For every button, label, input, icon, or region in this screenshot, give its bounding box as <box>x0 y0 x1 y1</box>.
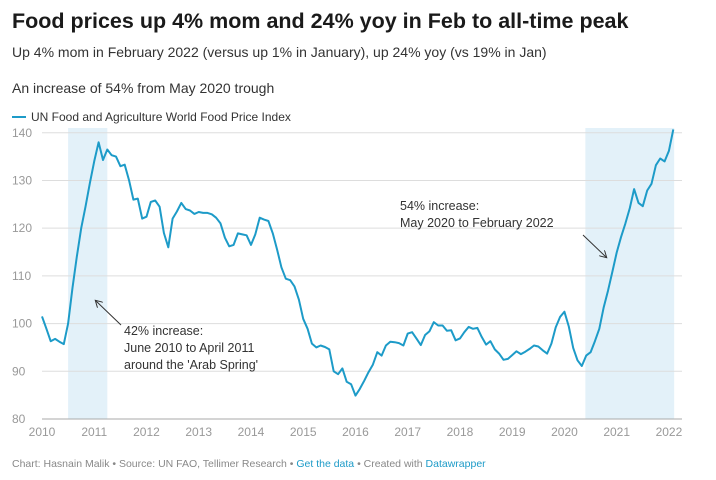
annotations: 42% increase: June 2010 to April 2011 arou… <box>96 199 606 372</box>
annotation-arrow <box>582 234 606 257</box>
legend-line-swatch <box>12 116 26 118</box>
annotation-text: 42% increase: <box>124 324 203 338</box>
chart-legend: UN Food and Agriculture World Food Price… <box>12 110 291 124</box>
annotation-text: June 2010 to April 2011 <box>124 341 254 355</box>
x-tick-label: 2016 <box>342 425 369 439</box>
x-tick-label: 2017 <box>394 425 421 439</box>
footer-chart-by: Chart: Hasnain Malik <box>12 458 110 470</box>
shaded-period <box>585 128 675 419</box>
footer-separator: • <box>109 458 119 470</box>
y-tick-label: 110 <box>12 269 31 283</box>
footer-source: Source: UN FAO, Tellimer Research <box>118 458 287 470</box>
y-tick-label: 130 <box>12 173 32 187</box>
x-tick-label: 2010 <box>29 425 56 439</box>
y-tick-label: 90 <box>12 364 26 378</box>
get-the-data-link[interactable]: Get the data <box>296 458 355 470</box>
y-tick-label: 140 <box>12 126 32 140</box>
x-tick-label: 2013 <box>185 425 212 439</box>
x-axis-tick-labels: 2010 2011 2012 2013 2014 2015 2016 2017 2018 2019… <box>29 425 683 439</box>
shaded-periods <box>68 128 675 419</box>
annotation-text: around the 'Arab Spring' <box>124 358 258 372</box>
x-tick-label: 2019 <box>499 425 526 439</box>
chart-subtitle: Up 4% mom in February 2022 (versus up 1%… <box>12 44 547 60</box>
annotation-text: May 2020 to February 2022 <box>400 216 554 230</box>
datawrapper-link[interactable]: Datawrapper <box>425 458 486 470</box>
x-tick-label: 2011 <box>81 425 107 439</box>
y-axis-tick-labels: 80 90 100 110 120 130 140 <box>12 126 32 426</box>
y-tick-label: 100 <box>12 317 32 331</box>
series-line <box>41 129 675 397</box>
x-tick-label: 2021 <box>603 425 630 439</box>
chart-subtitle-trough: An increase of 54% from May 2020 trough <box>12 80 275 96</box>
footer-separator: • <box>286 458 297 470</box>
legend-label: UN Food and Agriculture World Food Price… <box>31 110 291 124</box>
gridlines <box>42 132 682 420</box>
series-group <box>41 129 675 397</box>
y-tick-label: 80 <box>12 412 26 426</box>
x-tick-label: 2020 <box>551 425 578 439</box>
chart-footer: Chart: Hasnain Malik • Source: UN FAO, T… <box>12 458 486 470</box>
footer-separator: • <box>354 458 364 470</box>
annotation-arrow <box>96 301 122 326</box>
annotation-text: 54% increase: <box>400 199 479 213</box>
x-tick-label: 2022 <box>656 425 683 439</box>
y-tick-label: 120 <box>12 221 32 235</box>
x-tick-label: 2012 <box>133 425 160 439</box>
x-tick-label: 2014 <box>238 425 265 439</box>
chart-title: Food prices up 4% mom and 24% yoy in Feb… <box>12 9 629 33</box>
x-tick-label: 2018 <box>447 425 474 439</box>
x-tick-label: 2015 <box>290 425 317 439</box>
footer-created-with: Created with <box>363 458 426 470</box>
